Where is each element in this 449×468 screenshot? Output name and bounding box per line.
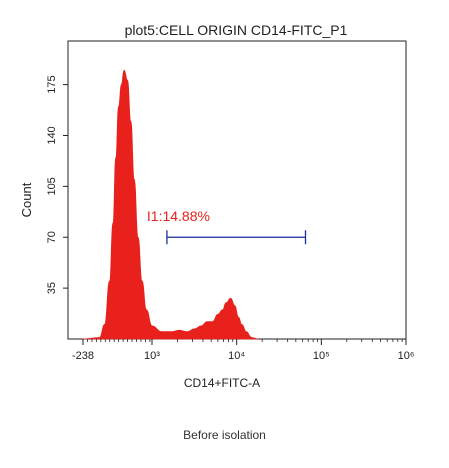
histogram-area [82,69,259,340]
gate-group: I1:14.88% [147,208,307,245]
x-tick-label: 10⁵ [313,350,330,362]
chart-title: plot5:CELL ORIGIN CD14-FITC_P1 [125,22,348,38]
y-tick-label: 70 [46,231,58,243]
gate-label: I1:14.88% [147,208,210,224]
y-tick-label: 105 [46,177,58,195]
y-tick-label: 175 [46,75,58,93]
histogram-area-group [82,69,259,340]
y-tick-label: 140 [46,126,58,144]
figure-caption: Before isolation [183,428,266,442]
x-axis-label: CD14+FITC-A [184,376,260,390]
y-axis-label: Count [19,182,34,217]
x-tick-label: 10³ [144,350,160,362]
x-tick-label: -238 [72,350,94,362]
x-tick-label: 10⁶ [398,350,415,362]
x-tick-label: 10⁴ [228,350,245,362]
y-tick-label: 35 [46,282,58,294]
x-axis-ticks: -238 10³ 10⁴ 10⁵ 10⁶ [72,339,414,362]
y-axis-ticks: 35 70 105 140 175 [46,75,68,294]
